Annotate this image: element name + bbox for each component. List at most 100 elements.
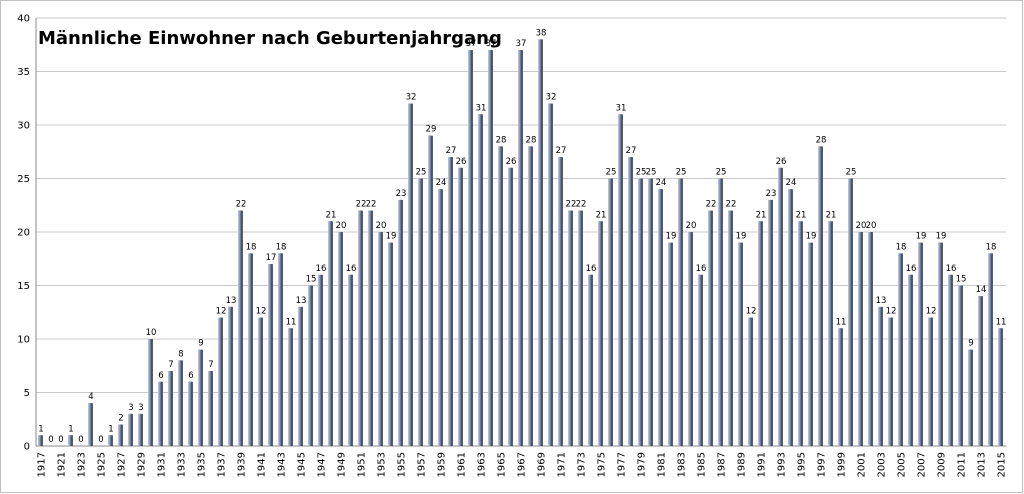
bar-shine: [788, 189, 792, 446]
bar-shine: [188, 381, 192, 446]
bar-shine: [328, 221, 332, 446]
bar-shine: [568, 210, 572, 446]
data-label: 25: [716, 168, 727, 178]
data-label: 12: [216, 307, 227, 317]
bar-shine: [478, 114, 482, 447]
bar-shine: [678, 178, 682, 446]
data-label: 24: [786, 178, 797, 188]
data-label: 37: [516, 39, 527, 49]
x-tick-label: 1959: [437, 452, 448, 477]
plot-area: 0510152025303540191710192101192304192501…: [17, 14, 1007, 478]
x-tick-label: 1941: [257, 452, 268, 477]
bar-shine: [368, 210, 372, 446]
bar-shine: [978, 296, 982, 446]
x-tick-label: 1929: [137, 452, 148, 477]
bar-shine: [968, 349, 972, 446]
bar-shine: [868, 232, 872, 446]
data-label: 0: [48, 435, 53, 445]
y-tick-label: 40: [17, 14, 30, 25]
data-label: 32: [406, 93, 417, 103]
bar-shine: [718, 178, 722, 446]
bar-shine: [908, 274, 912, 446]
x-tick-label: 1997: [817, 452, 828, 477]
bar-shine: [738, 242, 742, 446]
data-label: 22: [566, 200, 577, 210]
bar-shine: [508, 167, 512, 447]
data-label: 25: [606, 168, 617, 178]
x-tick-label: 1945: [297, 452, 308, 477]
bar-shine: [258, 317, 262, 446]
bar-shine: [208, 371, 212, 446]
data-label: 11: [836, 317, 847, 327]
data-label: 19: [386, 232, 397, 242]
data-label: 27: [626, 146, 637, 156]
data-label: 15: [956, 275, 967, 285]
data-label: 18: [986, 242, 997, 252]
data-label: 25: [676, 168, 687, 178]
x-tick-label: 1937: [217, 452, 228, 477]
data-label: 16: [696, 264, 707, 274]
x-tick-label: 1975: [597, 452, 608, 477]
data-label: 19: [666, 232, 677, 242]
data-label: 13: [296, 296, 307, 306]
bar-shine: [418, 178, 422, 446]
data-label: 31: [616, 103, 627, 113]
bar-shine: [118, 424, 122, 446]
x-tick-label: 1935: [197, 452, 208, 477]
data-label: 11: [286, 317, 297, 327]
x-tick-label: 1933: [177, 452, 188, 477]
bar-shine: [628, 157, 632, 446]
data-label: 0: [98, 435, 103, 445]
data-label: 0: [78, 435, 83, 445]
bar-shine: [898, 253, 902, 446]
data-label: 16: [346, 264, 357, 274]
bar-shine: [598, 221, 602, 446]
data-label: 19: [736, 232, 747, 242]
y-tick-label: 15: [17, 281, 30, 292]
bar-shine: [248, 253, 252, 446]
bar-shine: [928, 317, 932, 446]
x-tick-label: 1999: [837, 452, 848, 477]
data-label: 12: [256, 307, 267, 317]
data-label: 3: [138, 403, 143, 413]
bar-shine: [198, 349, 202, 446]
data-label: 7: [208, 360, 213, 370]
bar-shine: [708, 210, 712, 446]
data-label: 11: [996, 317, 1007, 327]
bar-shine: [778, 167, 782, 447]
data-label: 21: [826, 210, 837, 220]
bar-shine: [388, 242, 392, 446]
data-label: 16: [946, 264, 957, 274]
x-tick-label: 1969: [537, 452, 548, 477]
bar-shine: [148, 339, 152, 446]
x-tick-label: 1943: [277, 452, 288, 477]
data-label: 27: [556, 146, 567, 156]
data-label: 4: [88, 392, 93, 402]
data-label: 20: [856, 221, 867, 231]
bar-shine: [808, 242, 812, 446]
bar-shine: [838, 328, 842, 446]
bar-shine: [108, 435, 112, 446]
y-tick-label: 5: [24, 388, 30, 399]
bar-shine: [938, 242, 942, 446]
data-label: 16: [586, 264, 597, 274]
bar-shine: [728, 210, 732, 446]
data-label: 1: [38, 424, 43, 434]
data-label: 1: [108, 424, 113, 434]
data-label: 8: [178, 349, 183, 359]
data-label: 26: [776, 157, 787, 167]
data-label: 18: [896, 242, 907, 252]
bar-shine: [168, 371, 172, 446]
bar-shine: [608, 178, 612, 446]
y-tick-label: 35: [17, 67, 30, 78]
data-label: 13: [226, 296, 237, 306]
bar-shine: [998, 328, 1002, 446]
x-tick-label: 2011: [957, 452, 968, 477]
data-label: 15: [306, 275, 317, 285]
x-tick-label: 1949: [337, 452, 348, 477]
data-label: 6: [188, 371, 193, 381]
data-label: 28: [496, 135, 507, 145]
bar-shine: [848, 178, 852, 446]
data-label: 24: [436, 178, 447, 188]
data-label: 38: [536, 28, 547, 38]
